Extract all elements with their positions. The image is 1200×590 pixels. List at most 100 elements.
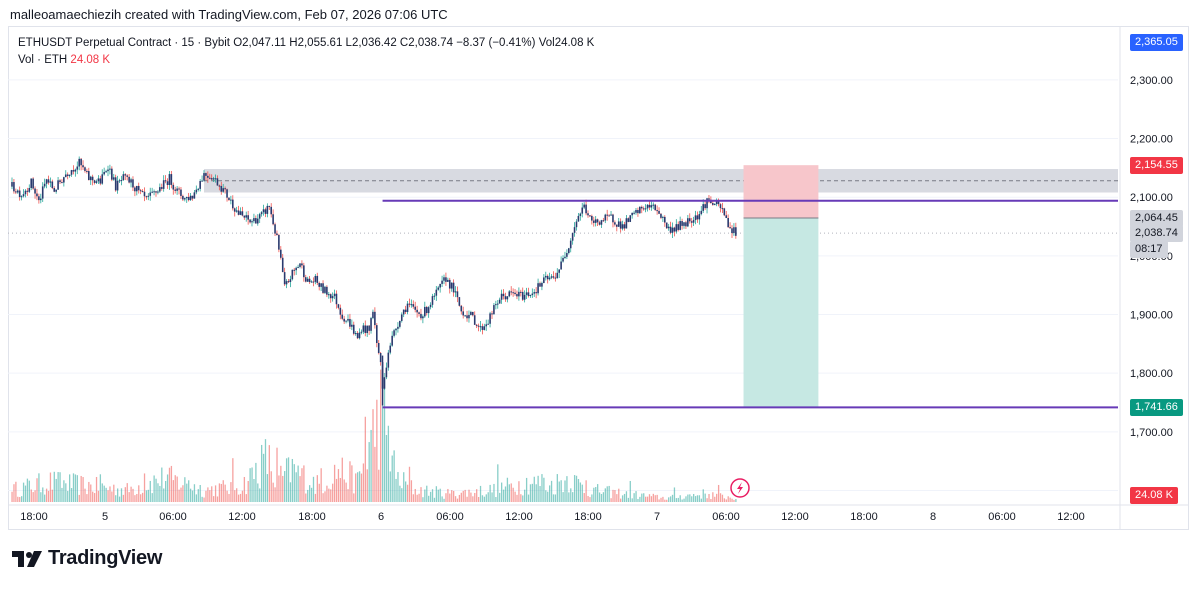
volume-bar [309, 485, 311, 502]
candle-body [89, 176, 92, 181]
volume-bar [562, 492, 564, 502]
candle-body [308, 278, 311, 283]
volume-bar [679, 495, 681, 502]
volume-bar [295, 472, 297, 502]
candle-body [644, 208, 647, 210]
candle-body [139, 190, 142, 192]
volume-bar [393, 450, 395, 502]
volume-bar [113, 484, 115, 502]
candle-body [539, 283, 541, 287]
volume-bar [491, 492, 493, 502]
volume-bar [307, 489, 309, 502]
volume-bar [652, 493, 654, 502]
volume-bar [310, 487, 313, 502]
candle-body [391, 335, 393, 346]
candle-body [370, 318, 372, 331]
candle-body [285, 281, 288, 285]
volume-bar [124, 487, 126, 502]
candle-body [141, 191, 144, 193]
volume-bar [159, 485, 161, 502]
candle-body [216, 178, 219, 186]
candle-body [675, 224, 678, 232]
levels[interactable] [382, 199, 1118, 409]
candle-body [399, 320, 401, 327]
candle-body [354, 333, 357, 335]
volume-bar [683, 498, 685, 502]
candle-body [633, 212, 635, 214]
candle-body [556, 272, 559, 279]
volume-bar [105, 487, 107, 502]
candle-body [493, 305, 495, 315]
volume-bar [40, 492, 42, 502]
volume-bar [339, 478, 342, 502]
volume-bar [299, 476, 301, 502]
volume-bar [328, 488, 330, 502]
candle-body [78, 158, 80, 167]
volume-indicator-label[interactable]: Vol · ETH [18, 54, 68, 66]
candle-body [276, 233, 278, 236]
candle-body [702, 204, 704, 211]
volume-bar [508, 484, 510, 502]
candle-body [210, 178, 213, 180]
volume-bar [303, 465, 305, 502]
volume-bar [681, 499, 683, 502]
volume-bar [136, 493, 138, 502]
volume-bar [552, 494, 555, 502]
candle-body [512, 292, 514, 294]
candle-body [349, 318, 351, 327]
candle-body [550, 276, 553, 278]
volume-bar [326, 485, 328, 502]
volume-bar [731, 498, 733, 502]
candle-body [379, 353, 382, 363]
candle-body [149, 192, 152, 196]
candle-body [63, 177, 65, 183]
volume-bar [706, 498, 708, 502]
volume-bar [193, 484, 196, 502]
low-label: L [345, 37, 352, 49]
candle-body [224, 188, 226, 190]
candle-body [168, 174, 171, 186]
volume-bar [268, 445, 270, 502]
replay-icon[interactable] [730, 478, 750, 498]
price-tag: 2,064.45 [1130, 210, 1183, 228]
volume-bar [13, 484, 15, 502]
candle-body [731, 228, 733, 234]
volume-bar [641, 493, 643, 502]
candle-body [299, 263, 301, 267]
volume-bar [145, 490, 148, 502]
time-axis[interactable]: 18:00 5 06:00 12:00 18:00 6 06:00 12:00 18:00 7 06… [8, 504, 1189, 523]
volume-bar [685, 496, 687, 502]
volume-bar [364, 416, 366, 502]
volume-bar [236, 488, 238, 502]
candle-body [571, 232, 574, 241]
time-tick-label: 18:00 [574, 511, 602, 523]
price-chart[interactable]: 2,300.002,200.002,100.002,000.001,900.00… [8, 26, 1189, 530]
volume-bar [143, 473, 146, 502]
candle-body [470, 311, 472, 315]
volume-bar [543, 477, 545, 502]
price-tag: 2,038.74 [1130, 225, 1183, 243]
candle-body [103, 172, 105, 175]
volume-bar [115, 495, 117, 502]
volume-bar [11, 491, 13, 502]
volume-bar [201, 496, 203, 502]
price-axis[interactable]: 2,300.002,200.002,100.002,000.001,900.00… [1119, 26, 1173, 530]
candle-body [124, 174, 127, 176]
volume-bar [708, 494, 710, 502]
volume-bar [272, 482, 274, 502]
volume-bar [264, 439, 267, 502]
candle-body [333, 293, 336, 297]
candle-body [28, 187, 31, 192]
candle-body [435, 289, 438, 296]
candle-body [30, 178, 32, 188]
candle-body [283, 272, 286, 285]
candle-body [692, 220, 695, 223]
volume-bar [397, 472, 399, 502]
candle-body [233, 208, 236, 212]
candle-body [287, 281, 290, 283]
volume-bar [211, 486, 213, 502]
volume-bar [128, 492, 130, 502]
close-value: 2,038.74 [408, 37, 453, 49]
symbol-label[interactable]: ETHUSDT Perpetual Contract · 15 · Bybit [18, 37, 230, 49]
candle-body [145, 196, 148, 198]
